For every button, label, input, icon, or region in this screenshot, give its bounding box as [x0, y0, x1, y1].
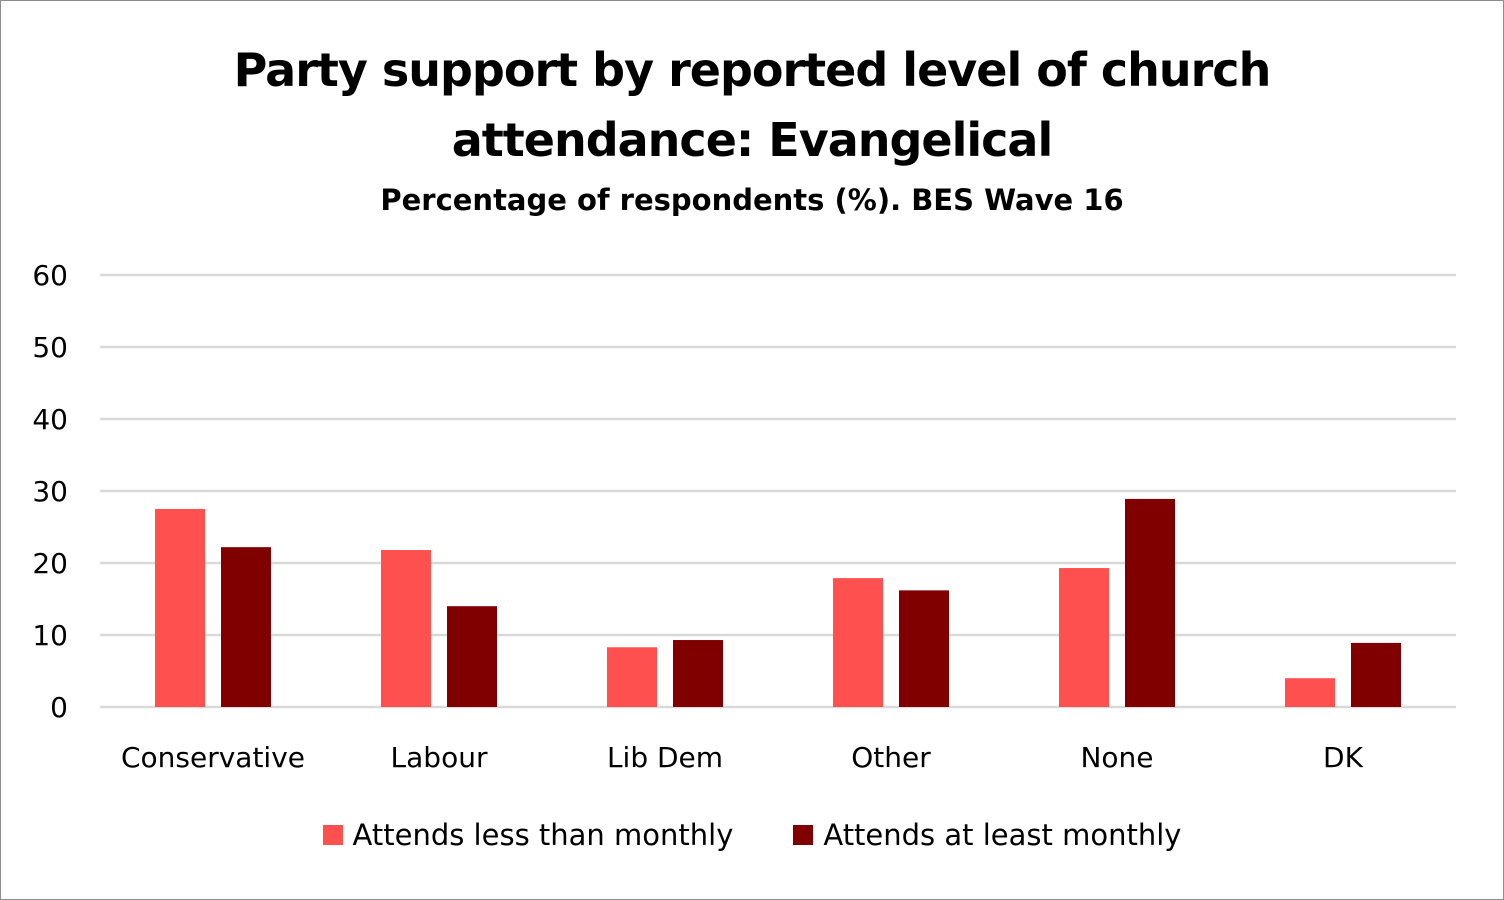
bar-at-least-monthly-labour: [447, 606, 497, 707]
y-tick-label: 40: [32, 403, 68, 436]
legend-swatch: [322, 825, 343, 845]
bar-at-least-monthly-conservative: [221, 547, 271, 707]
y-tick-label: 50: [32, 331, 68, 364]
legend-item-less-than-monthly: Attends less than monthly: [322, 818, 734, 852]
legend-label: Attends at least monthly: [823, 818, 1182, 852]
legend-swatch: [793, 825, 814, 845]
bar-less-than-monthly-lib-dem: [607, 647, 657, 707]
chart-title-line-1: Party support by reported level of churc…: [233, 43, 1272, 97]
x-tick-label: DK: [1323, 741, 1364, 774]
legend-item-at-least-monthly: Attends at least monthly: [793, 818, 1181, 852]
chart-title-line-2: attendance: Evangelical: [451, 113, 1054, 167]
x-tick-label: Lib Dem: [607, 741, 723, 774]
bar-less-than-monthly-conservative: [155, 509, 205, 707]
y-tick-label: 20: [32, 547, 68, 580]
y-tick-label: 0: [50, 691, 68, 724]
y-tick-label: 10: [32, 619, 68, 652]
x-tick-label: Conservative: [121, 741, 305, 774]
bar-less-than-monthly-other: [833, 578, 883, 707]
y-tick-label: 30: [32, 475, 68, 508]
y-tick-label: 60: [32, 259, 68, 292]
chart-subtitle: Percentage of respondents (%). BES Wave …: [380, 183, 1124, 217]
legend: Attends less than monthly Attends at lea…: [0, 818, 1504, 852]
bar-at-least-monthly-dk: [1351, 642, 1401, 707]
legend-label: Attends less than monthly: [352, 818, 734, 852]
x-tick-label: Labour: [391, 741, 488, 774]
bar-at-least-monthly-lib-dem: [673, 640, 723, 707]
x-tick-label: Other: [851, 741, 931, 774]
bar-less-than-monthly-none: [1059, 568, 1109, 707]
bar-less-than-monthly-labour: [381, 550, 431, 707]
x-tick-label: None: [1080, 741, 1153, 774]
bar-less-than-monthly-dk: [1285, 678, 1335, 707]
bar-at-least-monthly-none: [1125, 498, 1175, 707]
bar-at-least-monthly-other: [899, 590, 949, 707]
